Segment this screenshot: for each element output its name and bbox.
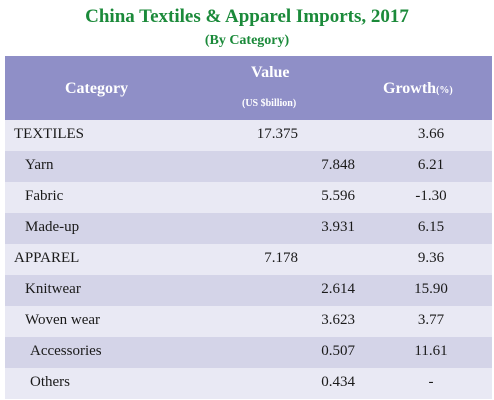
- row-category: Accessories: [30, 343, 102, 359]
- row-value: 3.931: [321, 219, 355, 235]
- row-growth: 6.21: [417, 157, 445, 173]
- row-value: 0.507: [321, 343, 355, 359]
- row-category: Made-up: [25, 219, 80, 235]
- row-category: Fabric: [25, 188, 64, 204]
- row-category: TEXTILES: [14, 126, 84, 142]
- row-value: 5.596: [321, 188, 355, 204]
- row-value: 3.623: [321, 312, 355, 328]
- table-row: Fabric 5.596 -1.30: [5, 182, 492, 213]
- row-growth: 11.61: [414, 343, 448, 359]
- table-row: Woven wear 3.623 3.77: [5, 306, 492, 337]
- header-growth-label: Growth: [383, 80, 437, 97]
- table-row: Yarn 7.848 6.21: [5, 151, 492, 182]
- chart-title: China Textiles & Apparel Imports, 2017: [85, 6, 409, 27]
- row-category: Woven wear: [25, 312, 101, 328]
- row-value: 0.434: [321, 374, 355, 390]
- row-value: 2.614: [321, 281, 355, 297]
- row-category: Knitwear: [25, 281, 81, 297]
- header-value: Value: [251, 64, 290, 81]
- row-value: 7.178: [264, 250, 298, 266]
- table-row: TEXTILES 17.375 3.66: [5, 120, 492, 151]
- row-category: Yarn: [25, 157, 54, 173]
- row-growth: -1.30: [415, 188, 447, 204]
- table-row: Made-up 3.931 6.15: [5, 213, 492, 244]
- table-row: Knitwear 2.614 15.90: [5, 275, 492, 306]
- header-growth: Growth(%): [383, 80, 453, 98]
- row-growth: 3.77: [417, 312, 445, 328]
- row-category: APPAREL: [14, 250, 80, 266]
- table-row: APPAREL 7.178 9.36: [5, 244, 492, 275]
- table-header: Category Value (US $billion) Growth(%): [5, 56, 492, 120]
- row-growth: -: [428, 374, 434, 390]
- table-row: Others 0.434 -: [5, 368, 492, 399]
- table-row: Accessories 0.507 11.61: [5, 337, 492, 368]
- header-value-unit: (US $billion): [242, 98, 297, 109]
- row-growth: 15.90: [414, 281, 448, 297]
- row-growth: 6.15: [417, 219, 445, 235]
- row-growth: 9.36: [417, 250, 445, 266]
- header-growth-unit: (%): [436, 85, 453, 96]
- row-growth: 3.66: [417, 126, 445, 142]
- chart-subtitle: (By Category): [204, 33, 290, 48]
- row-value: 7.848: [321, 157, 355, 173]
- header-category: Category: [65, 80, 129, 97]
- row-value: 17.375: [256, 126, 298, 142]
- row-category: Others: [30, 374, 70, 390]
- imports-table: Category Value (US $billion) Growth(%) T…: [5, 56, 492, 399]
